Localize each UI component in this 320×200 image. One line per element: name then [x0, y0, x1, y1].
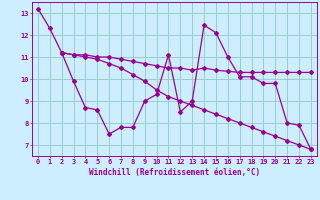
X-axis label: Windchill (Refroidissement éolien,°C): Windchill (Refroidissement éolien,°C)	[89, 168, 260, 177]
